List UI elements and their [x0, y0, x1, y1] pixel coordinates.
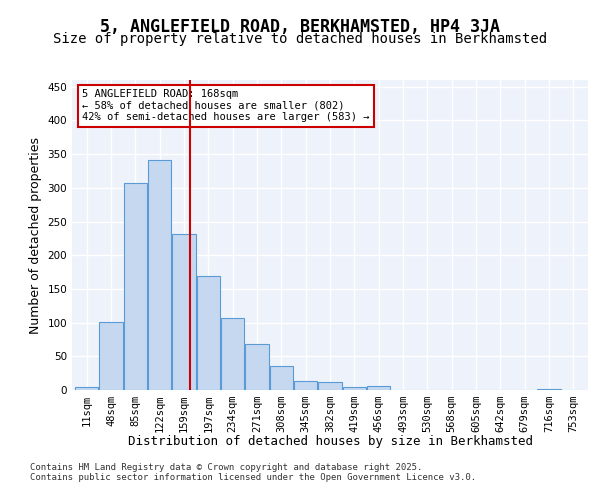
Bar: [319, 382, 341, 390]
Bar: [367, 386, 390, 390]
Y-axis label: Number of detached properties: Number of detached properties: [29, 136, 42, 334]
Bar: [343, 386, 366, 390]
Bar: [538, 388, 560, 390]
Text: 5 ANGLEFIELD ROAD: 168sqm
← 58% of detached houses are smaller (802)
42% of semi: 5 ANGLEFIELD ROAD: 168sqm ← 58% of detac…: [82, 90, 370, 122]
Text: 5, ANGLEFIELD ROAD, BERKHAMSTED, HP4 3JA: 5, ANGLEFIELD ROAD, BERKHAMSTED, HP4 3JA: [100, 18, 500, 36]
Bar: [124, 183, 147, 390]
Bar: [221, 318, 244, 390]
Bar: [294, 381, 317, 390]
Bar: [148, 160, 171, 390]
Bar: [270, 366, 293, 390]
Bar: [172, 234, 196, 390]
Bar: [100, 322, 122, 390]
Bar: [197, 276, 220, 390]
Text: Distribution of detached houses by size in Berkhamsted: Distribution of detached houses by size …: [128, 435, 533, 448]
Bar: [245, 344, 269, 390]
Text: Size of property relative to detached houses in Berkhamsted: Size of property relative to detached ho…: [53, 32, 547, 46]
Text: Contains HM Land Registry data © Crown copyright and database right 2025.
Contai: Contains HM Land Registry data © Crown c…: [30, 462, 476, 482]
Bar: [75, 388, 98, 390]
